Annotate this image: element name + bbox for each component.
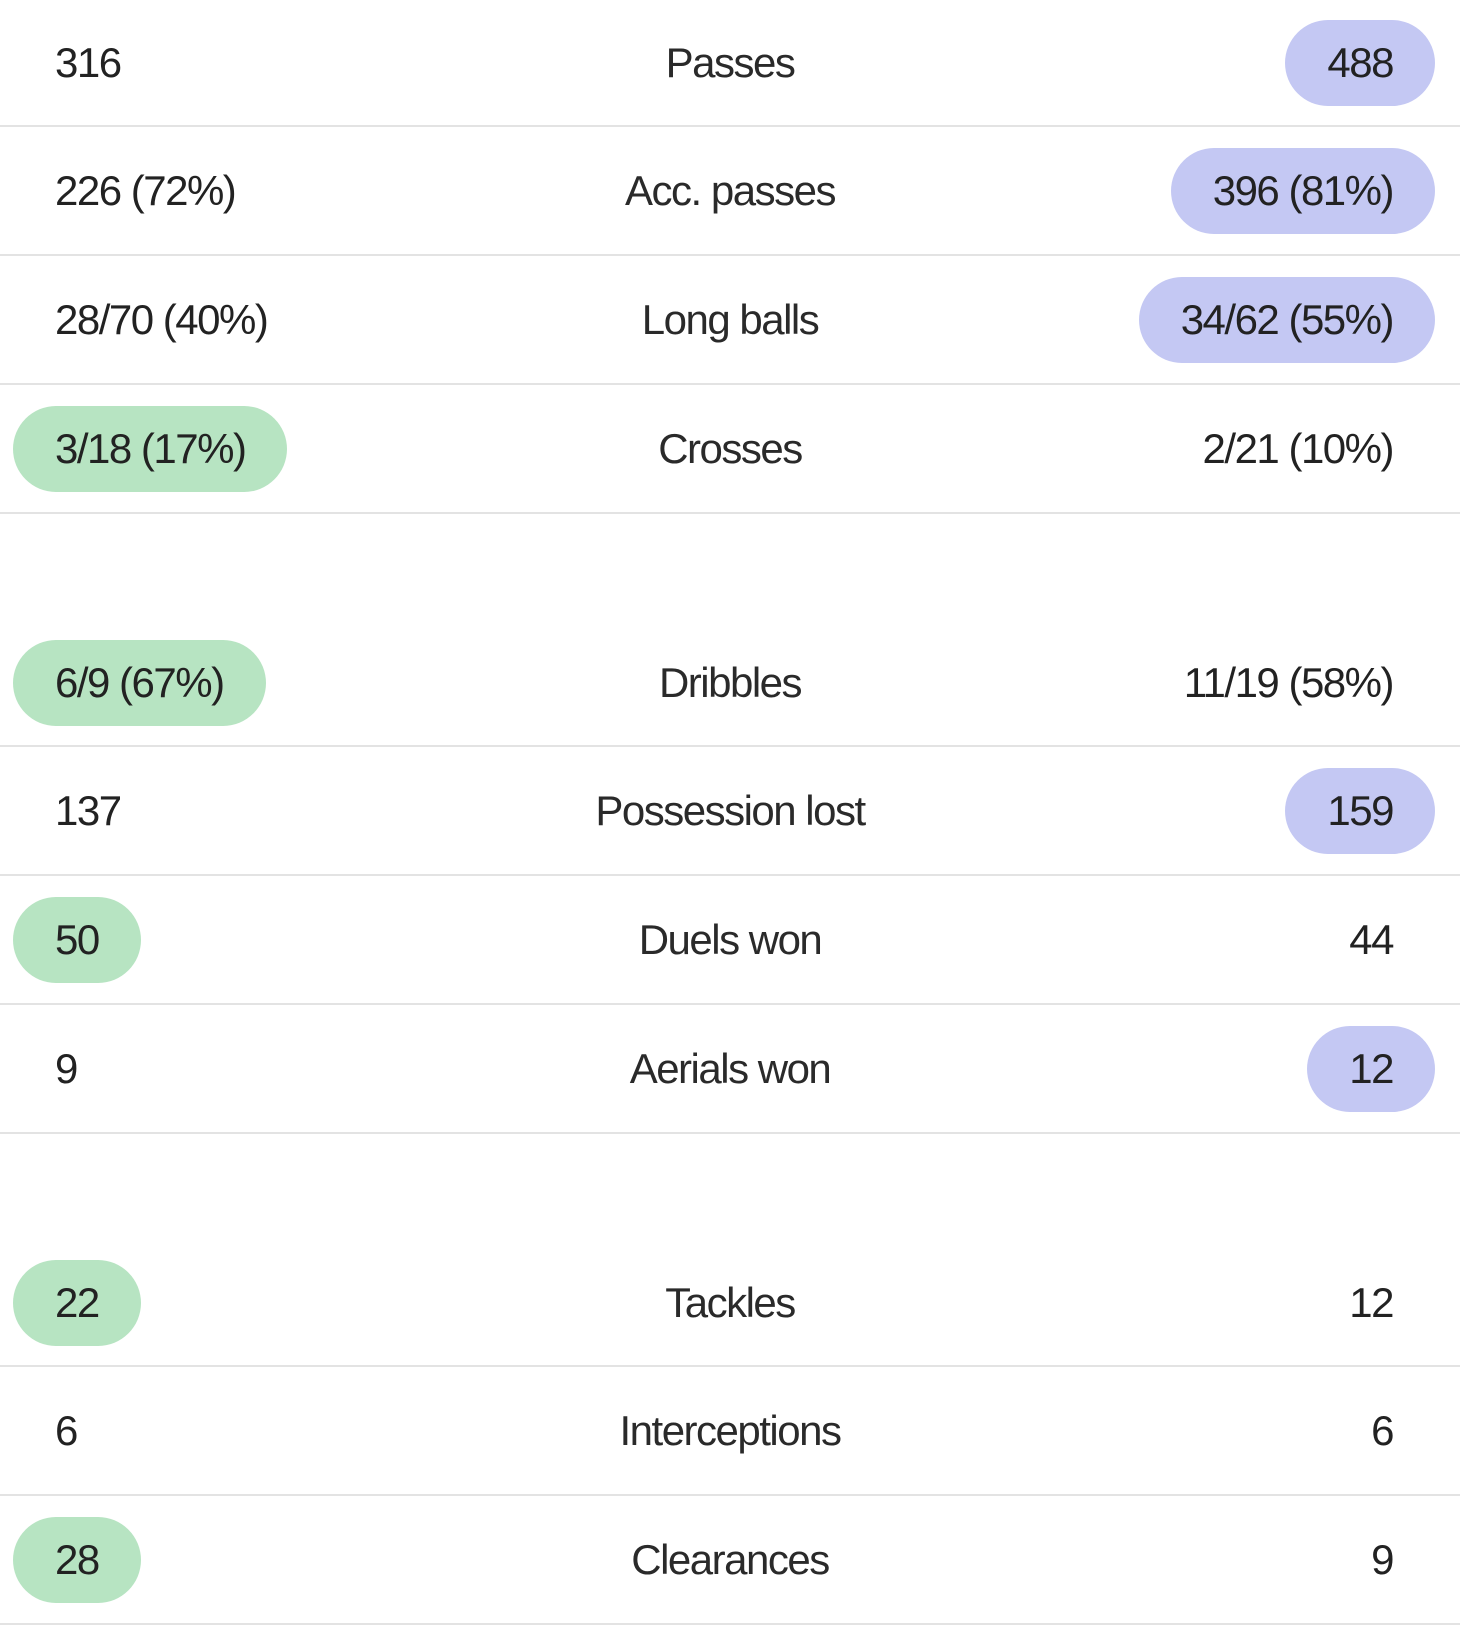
stat-label: Possession lost	[595, 786, 866, 834]
home-value-cell: 6	[13, 1367, 119, 1494]
group-spacer	[0, 1134, 1460, 1240]
stat-label: Duels won	[638, 915, 823, 963]
away-value: 2/21 (10%)	[1202, 424, 1395, 472]
home-value-cell: 22	[13, 1240, 141, 1365]
stat-label: Clearances	[631, 1535, 830, 1583]
stats-group: 316 Passes 488 226 (72%) Acc. passes 396 (81%…	[0, 0, 1460, 514]
home-value-cell: 226 (72%)	[13, 127, 277, 254]
away-value: 11/19 (58%)	[1183, 658, 1395, 706]
away-value-highlighted: 396 (81%)	[1170, 147, 1435, 234]
away-value-highlighted: 488	[1285, 19, 1435, 106]
stat-label: Acc. passes	[625, 166, 836, 214]
away-value-cell: 12	[1307, 1005, 1435, 1132]
away-value: 12	[1349, 1278, 1394, 1326]
stat-label: Passes	[665, 38, 796, 86]
away-value: 44	[1349, 915, 1394, 963]
away-value-cell: 11/19 (58%)	[1142, 620, 1435, 745]
stat-row: 28 Clearances 9	[0, 1496, 1460, 1625]
stat-label: Aerials won	[629, 1044, 832, 1092]
home-value: 137	[55, 786, 122, 834]
stat-label: Long balls	[641, 295, 820, 343]
away-value-cell: 9	[1329, 1496, 1435, 1623]
away-value: 9	[1371, 1535, 1394, 1583]
away-value: 6	[1371, 1406, 1394, 1454]
home-value-cell: 50	[13, 876, 141, 1003]
stat-row: 22 Tackles 12	[0, 1240, 1460, 1367]
away-value-cell: 6	[1329, 1367, 1435, 1494]
away-value-cell: 488	[1285, 0, 1435, 125]
stat-row: 50 Duels won 44	[0, 876, 1460, 1005]
home-value-highlighted: 22	[13, 1259, 141, 1346]
home-value: 9	[55, 1044, 78, 1092]
away-value-cell: 34/62 (55%)	[1138, 256, 1435, 383]
home-value: 226 (72%)	[55, 166, 237, 214]
away-value-cell: 44	[1307, 876, 1435, 1003]
home-value-cell: 28/70 (40%)	[13, 256, 309, 383]
home-value-highlighted: 3/18 (17%)	[13, 405, 288, 492]
home-value-cell: 9	[13, 1005, 119, 1132]
stat-row: 137 Possession lost 159	[0, 747, 1460, 876]
away-value-highlighted: 12	[1307, 1025, 1435, 1112]
stat-label: Crosses	[658, 424, 803, 472]
stat-row: 316 Passes 488	[0, 0, 1460, 127]
home-value-cell: 3/18 (17%)	[13, 385, 288, 512]
home-value-highlighted: 50	[13, 896, 141, 983]
away-value-cell: 12	[1307, 1240, 1435, 1365]
home-value: 28/70 (40%)	[55, 295, 269, 343]
home-value-cell: 28	[13, 1496, 141, 1623]
group-spacer	[0, 514, 1460, 620]
stat-label: Interceptions	[619, 1406, 842, 1454]
stats-group: 22 Tackles 12 6 Interceptions 6 28 Clearances 9	[0, 1240, 1460, 1625]
home-value-highlighted: 6/9 (67%)	[13, 639, 266, 726]
home-value-highlighted: 28	[13, 1516, 141, 1603]
stat-row: 9 Aerials won 12	[0, 1005, 1460, 1134]
home-value: 6	[55, 1406, 78, 1454]
stat-row: 3/18 (17%) Crosses 2/21 (10%)	[0, 385, 1460, 514]
home-value: 316	[55, 38, 122, 86]
stat-label: Dribbles	[658, 658, 803, 706]
home-value-cell: 316	[13, 0, 163, 125]
away-value-cell: 2/21 (10%)	[1161, 385, 1435, 512]
stat-label: Tackles	[665, 1278, 796, 1326]
away-value-cell: 159	[1285, 747, 1435, 874]
stat-row: 6 Interceptions 6	[0, 1367, 1460, 1496]
stat-row: 226 (72%) Acc. passes 396 (81%)	[0, 127, 1460, 256]
stat-row: 28/70 (40%) Long balls 34/62 (55%)	[0, 256, 1460, 385]
away-value-highlighted: 34/62 (55%)	[1138, 276, 1435, 363]
stats-group: 6/9 (67%) Dribbles 11/19 (58%) 137 Possessio…	[0, 620, 1460, 1134]
away-value-highlighted: 159	[1285, 767, 1435, 854]
home-value-cell: 6/9 (67%)	[13, 620, 266, 745]
stat-row: 6/9 (67%) Dribbles 11/19 (58%)	[0, 620, 1460, 747]
away-value-cell: 396 (81%)	[1170, 127, 1435, 254]
home-value-cell: 137	[13, 747, 163, 874]
